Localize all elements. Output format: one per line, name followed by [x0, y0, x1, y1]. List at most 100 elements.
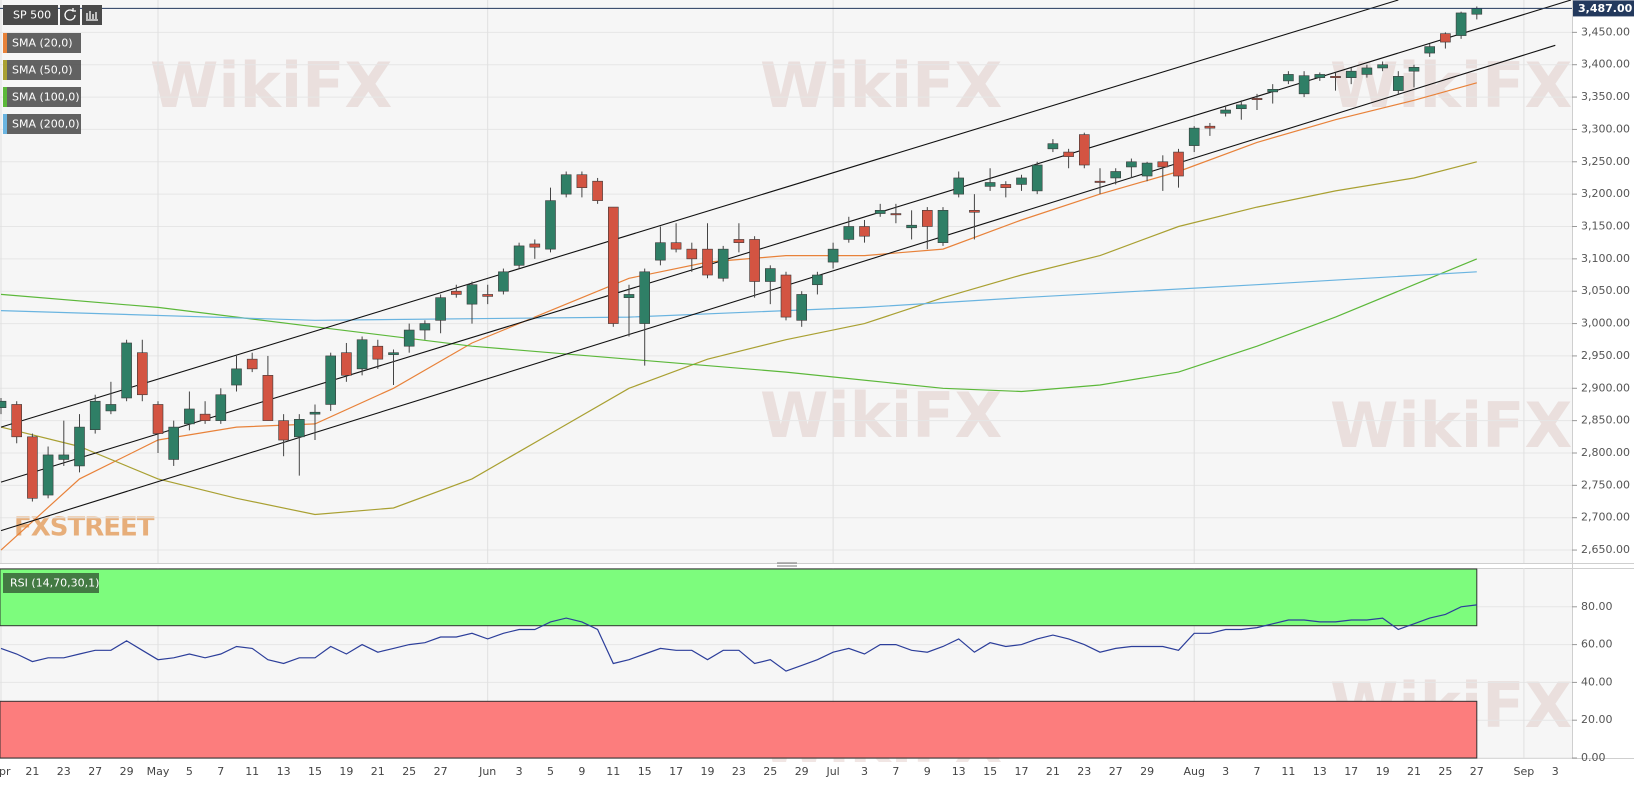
candle-body: [1408, 67, 1420, 72]
legend-label: SMA (20,0): [12, 37, 73, 50]
candle-body: [592, 180, 603, 201]
y-tick-label: 3,000.00: [1581, 317, 1630, 330]
y-tick-label: 20.00: [1581, 713, 1613, 726]
candle-body: [702, 248, 713, 276]
candle-body: [921, 210, 933, 227]
candle-body: [1251, 98, 1263, 100]
symbol-button[interactable]: [3, 5, 58, 25]
y-tick-label: 2,850.00: [1581, 414, 1630, 427]
x-tick-label: Sep: [1514, 765, 1535, 778]
x-tick-label: 5: [547, 765, 554, 778]
candle-body: [1063, 151, 1074, 157]
candle-body: [246, 358, 258, 370]
x-tick-label: 29: [1140, 765, 1154, 778]
candle-body: [686, 248, 698, 260]
candle-body: [1220, 109, 1231, 114]
candle-body: [1079, 134, 1090, 166]
legend-box[interactable]: [3, 114, 81, 134]
y-tick-label: 80.00: [1581, 600, 1613, 613]
x-tick-label: May: [147, 765, 170, 778]
y-tick-label: 2,700.00: [1581, 511, 1630, 524]
watermark: WikiFX: [760, 379, 1002, 452]
refresh-icon: [64, 8, 76, 21]
y-tick-label: 2,800.00: [1581, 446, 1630, 459]
candle-body: [827, 248, 839, 263]
y-tick-label: 3,050.00: [1581, 284, 1630, 297]
sma-line: [0, 271, 1477, 321]
candle-body: [419, 323, 431, 331]
legend-box[interactable]: [3, 33, 81, 53]
candle-body: [1157, 161, 1169, 168]
candle-body: [372, 345, 384, 360]
candle-body: [27, 436, 38, 499]
y-tick-label: 40.00: [1581, 675, 1613, 688]
y-tick-label: 3,200.00: [1581, 187, 1630, 200]
x-tick-label: 13: [952, 765, 966, 778]
y-tick-label: 2,750.00: [1581, 478, 1630, 491]
legend-swatch: [3, 60, 7, 80]
candle-body: [1377, 64, 1388, 69]
y-tick-label: 3,400.00: [1581, 58, 1630, 71]
rsi-line: [0, 604, 1477, 672]
candle-body: [1298, 75, 1310, 95]
panel-handle[interactable]: [777, 562, 797, 567]
x-tick-label: Aug: [1183, 765, 1204, 778]
legend-box[interactable]: [3, 60, 81, 80]
x-tick-label: 15: [308, 765, 322, 778]
candle-body: [1393, 76, 1404, 91]
x-tick-label: 19: [1376, 765, 1390, 778]
refresh-button[interactable]: [60, 5, 80, 25]
y-tick-label: 3,450.00: [1581, 25, 1630, 38]
last-price-box: [1573, 0, 1634, 17]
candle-body: [482, 294, 494, 297]
x-tick-label: 15: [638, 765, 652, 778]
x-tick-label: 13: [1313, 765, 1327, 778]
x-tick-label: 5: [186, 765, 193, 778]
legend: SP 500 SMA (20,0) SMA (50,0) SMA (100,0) SMA…: [3, 5, 102, 593]
candle-body: [1141, 162, 1153, 177]
candle-body: [513, 245, 525, 266]
y-tick-label: 3,100.00: [1581, 252, 1630, 265]
x-tick-label: 23: [1077, 765, 1091, 778]
candle-body: [215, 394, 227, 421]
candle-body: [0, 400, 7, 408]
candle-body: [168, 426, 179, 460]
candle-body: [1000, 184, 1012, 188]
candle-body: [623, 294, 635, 298]
candle-body: [969, 210, 980, 213]
candle-body: [1047, 143, 1059, 150]
rsi-zone: [0, 700, 1478, 759]
symbol-label: SP 500: [13, 9, 51, 22]
x-tick-label: 3: [1222, 765, 1229, 778]
x-tick-label: Jun: [478, 765, 496, 778]
rsi-zones: [0, 568, 1478, 759]
legend-swatch: [3, 114, 7, 134]
legend-box[interactable]: [3, 573, 99, 593]
candle-body: [1173, 151, 1184, 177]
x-tick-label: 17: [1344, 765, 1358, 778]
x-tick-label: 9: [924, 765, 931, 778]
candle-body: [1314, 74, 1326, 78]
legend-swatch: [3, 33, 7, 53]
candle-body: [278, 420, 289, 441]
x-tick-label: 29: [795, 765, 809, 778]
candle-body: [388, 352, 399, 355]
x-tick-label: 7: [892, 765, 899, 778]
x-tick-label: Apr: [0, 765, 11, 778]
x-tick-label: 3: [516, 765, 523, 778]
logo: FXSTREET: [14, 513, 155, 543]
x-tick-label: 25: [402, 765, 416, 778]
indicator-button[interactable]: [82, 5, 102, 25]
x-tick-label: 21: [371, 765, 385, 778]
y-tick-label: 2,950.00: [1581, 349, 1630, 362]
candle-body: [780, 274, 792, 318]
candle-body: [1236, 104, 1247, 110]
x-tick-label: 7: [217, 765, 224, 778]
legend-box[interactable]: [3, 87, 81, 107]
candle-body: [545, 200, 556, 250]
candle-body: [749, 239, 760, 282]
x-tick-label: 13: [277, 765, 291, 778]
candle-body: [1361, 67, 1373, 75]
trend-line: [0, 44, 1556, 532]
